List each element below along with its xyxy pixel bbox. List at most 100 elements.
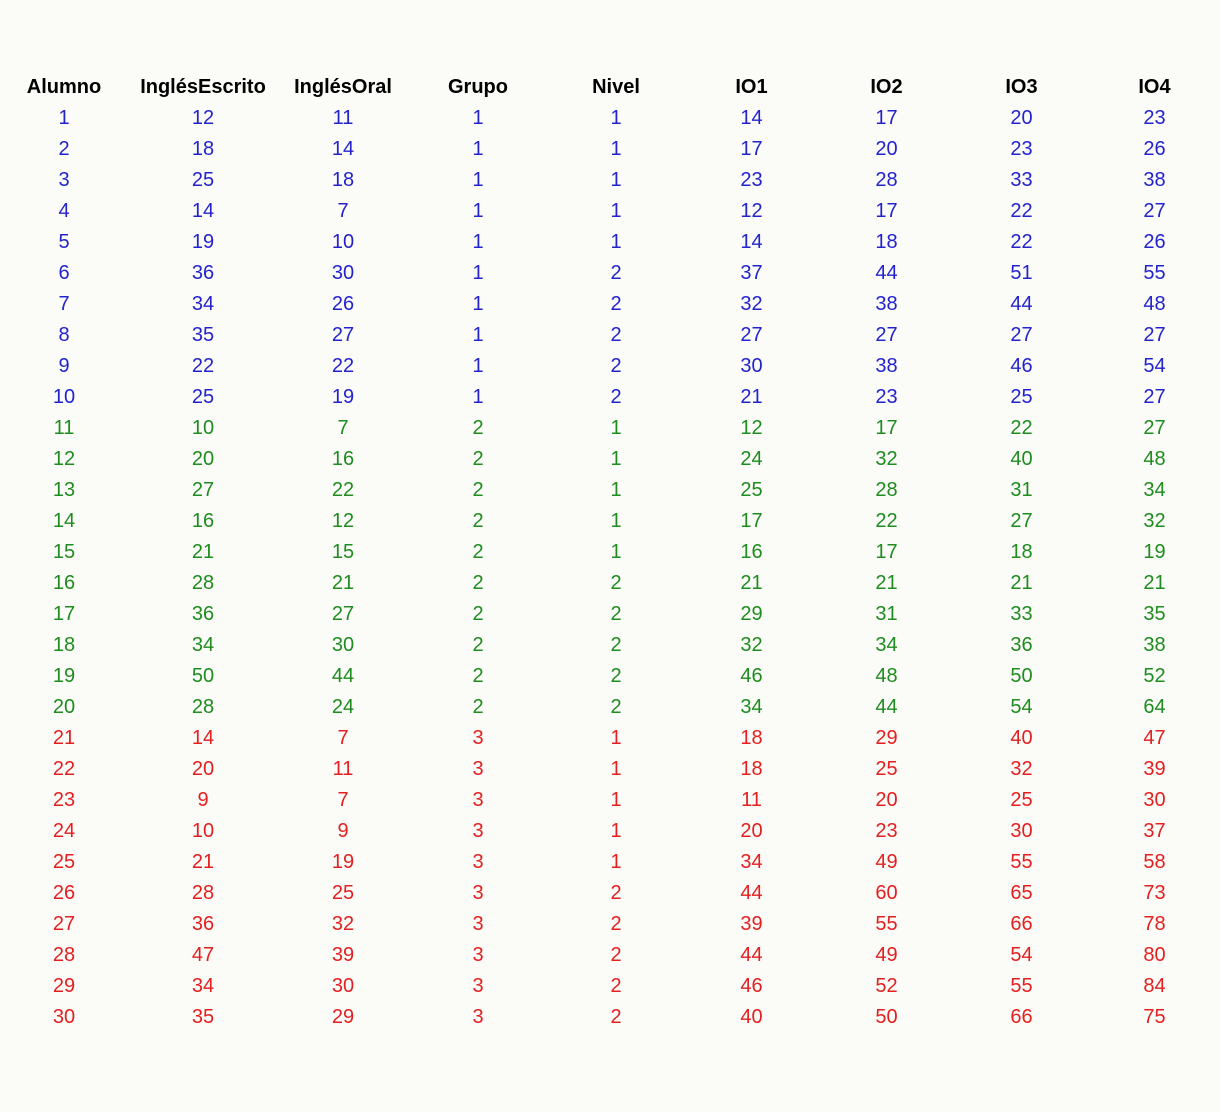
table-cell: 32 [1010,758,1033,780]
table-cell: 16 [52,572,76,594]
table-cell: 2 [610,913,622,935]
table-cell: 18 [1010,541,1033,563]
table-cell: 78 [1143,913,1166,935]
table-row: 16 28 21 2 2 21 21 21 21 [0,568,1220,599]
table-cell: 18 [331,169,355,191]
table-cell: 1 [610,820,622,842]
table-cell: 44 [740,944,763,966]
table-cell: 52 [875,975,898,997]
table-cell: 40 [1010,448,1033,470]
table-cell: 37 [740,262,763,284]
table-row: 29 34 30 3 2 46 52 55 84 [0,971,1220,1002]
table-cell: 3 [472,758,484,780]
table-cell: 35 [191,1006,215,1028]
table-cell: 27 [1143,386,1166,408]
table-cell: 27 [1143,200,1166,222]
table-cell: 27 [740,324,763,346]
table-cell: 32 [1143,510,1166,532]
table-cell: 58 [1143,851,1166,873]
table-row: 5 19 10 1 1 14 18 22 26 [0,227,1220,258]
table-cell: 1 [472,231,484,253]
table-cell: 22 [1010,231,1033,253]
table-cell: 9 [197,789,209,811]
table-cell: 22 [331,479,355,501]
table-cell: 27 [875,324,898,346]
table-cell: 20 [875,138,898,160]
table-cell: 3 [58,169,70,191]
table-cell: 23 [875,820,898,842]
table-cell: 25 [331,882,355,904]
table-cell: 12 [331,510,355,532]
table-cell: 14 [740,107,763,129]
table-cell: 7 [337,417,349,439]
table-cell: 22 [1010,417,1033,439]
table-cell: 44 [740,882,763,904]
table-cell: 30 [740,355,763,377]
table-cell: 25 [191,169,215,191]
table-cell: 28 [191,696,215,718]
table-cell: 50 [191,665,215,687]
table-cell: 40 [1010,727,1033,749]
table-cell: 17 [875,541,898,563]
table-cell: 8 [58,324,70,346]
table-cell: 10 [191,820,215,842]
table-cell: 84 [1143,975,1166,997]
table-row: 30 35 29 3 2 40 50 66 75 [0,1002,1220,1033]
table-cell: 32 [740,293,763,315]
table-cell: 21 [52,727,76,749]
table-cell: 14 [191,200,215,222]
table-cell: 2 [472,541,484,563]
column-header-io2: IO2 [870,76,903,98]
table-cell: 47 [1143,727,1166,749]
table-cell: 12 [740,200,763,222]
table-cell: 1 [610,541,622,563]
table-cell: 15 [331,541,355,563]
table-cell: 12 [740,417,763,439]
table-cell: 27 [191,479,215,501]
table-cell: 1 [610,789,622,811]
table-cell: 17 [740,510,763,532]
table-cell: 48 [1143,293,1166,315]
table-cell: 5 [58,231,70,253]
table-row: 2 18 14 1 1 17 20 23 26 [0,134,1220,165]
table-cell: 34 [875,634,898,656]
table-cell: 12 [191,107,215,129]
column-header-ingles-escrito: InglésEscrito [140,76,266,98]
table-cell: 14 [740,231,763,253]
table-cell: 46 [740,665,763,687]
table-cell: 1 [610,510,622,532]
table-cell: 2 [610,324,622,346]
table-cell: 1 [610,107,622,129]
table-cell: 54 [1010,944,1033,966]
column-header-ingles-oral: InglésOral [294,76,392,98]
table-row: 10 25 19 1 2 21 23 25 27 [0,382,1220,413]
table-cell: 10 [52,386,76,408]
table-cell: 1 [610,417,622,439]
table-row: 1 12 11 1 1 14 17 20 23 [0,103,1220,134]
table-cell: 25 [1010,789,1033,811]
table-cell: 33 [1010,169,1033,191]
table-cell: 3 [472,789,484,811]
table-cell: 1 [610,169,622,191]
table-cell: 20 [875,789,898,811]
table-row: 21 14 7 3 1 18 29 40 47 [0,723,1220,754]
table-cell: 7 [337,789,349,811]
table-cell: 26 [1143,138,1166,160]
table-cell: 2 [610,572,622,594]
table-cell: 2 [472,603,484,625]
table-cell: 44 [875,696,898,718]
table-row: 7 34 26 1 2 32 38 44 48 [0,289,1220,320]
table-cell: 1 [610,479,622,501]
table-cell: 44 [875,262,898,284]
table-cell: 55 [1143,262,1166,284]
table-cell: 3 [472,913,484,935]
data-table-body: 1 12 11 1 1 14 17 20 23 2 18 14 1 1 17 20 23 26 3 25 18 1 1 23 2… [0,103,1220,1033]
table-cell: 1 [472,355,484,377]
table-cell: 1 [472,324,484,346]
table-cell: 36 [191,913,215,935]
table-cell: 34 [191,293,215,315]
table-cell: 9 [58,355,70,377]
table-row: 28 47 39 3 2 44 49 54 80 [0,940,1220,971]
table-cell: 36 [1010,634,1033,656]
